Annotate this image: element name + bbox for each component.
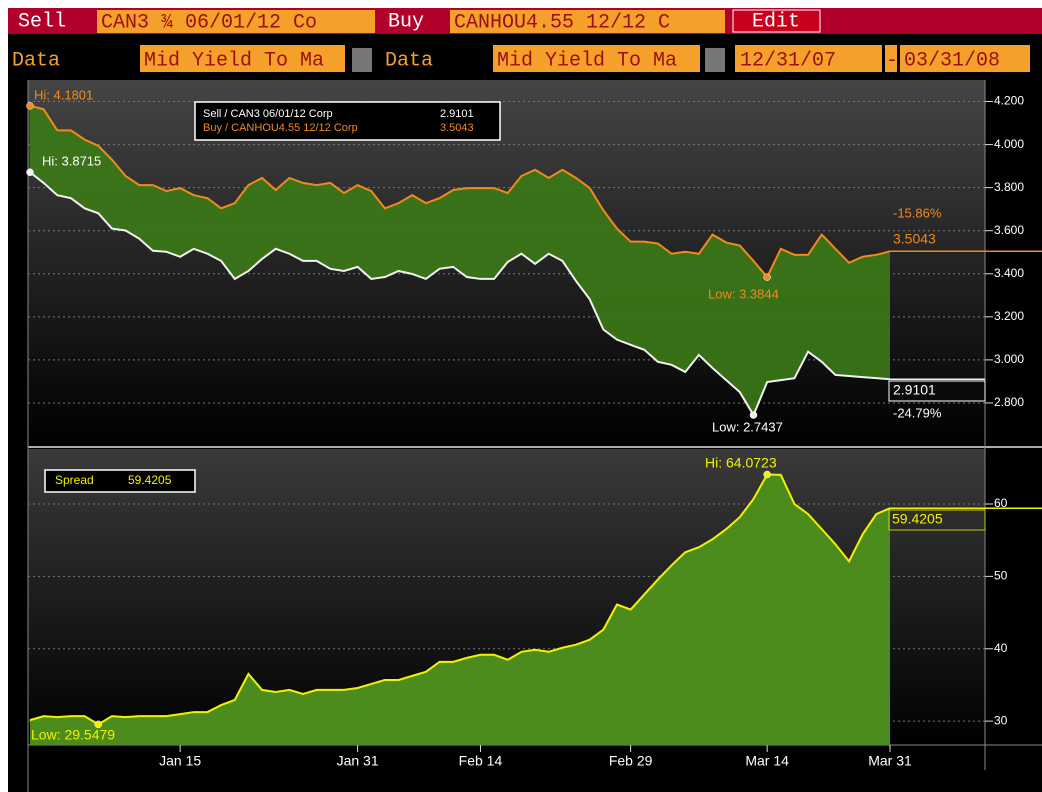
start-date[interactable] — [735, 45, 882, 72]
y-tick-label: 3.200 — [994, 309, 1024, 323]
extreme-marker — [94, 720, 103, 729]
y-tick-label: 40 — [994, 641, 1008, 655]
series-line — [29, 473, 891, 726]
x-tick-label: Mar 31 — [868, 753, 912, 769]
x-tick-label: Jan 31 — [337, 753, 379, 769]
y-tick-label: 4.000 — [994, 137, 1024, 151]
field-text1: Mid Yield To Ma — [144, 49, 324, 72]
sell-field[interactable] — [97, 10, 375, 33]
x-tick-label: Feb 14 — [459, 753, 503, 769]
y-tick-label: 2.800 — [994, 395, 1024, 409]
annotation: Low: 29.5479 — [31, 727, 115, 743]
annotation: Hi: 64.0723 — [705, 455, 777, 471]
y-tick-label: 60 — [994, 496, 1008, 510]
extreme-marker — [749, 411, 758, 419]
gray-box1 — [352, 48, 372, 72]
area-fill — [30, 474, 890, 745]
last-value-label: 59.4205 — [892, 511, 943, 527]
x-tick-label: Mar 14 — [745, 753, 789, 769]
y-tick-label: 3.800 — [994, 180, 1024, 194]
data-field1[interactable] — [140, 45, 345, 72]
sell-security: CAN3 ¾ 06/01/12 Co — [101, 11, 317, 34]
edit-label: Edit — [752, 10, 800, 33]
legend-box — [44, 469, 196, 493]
last-value-box — [888, 380, 986, 402]
extreme-marker — [26, 102, 34, 110]
buy-field[interactable] — [450, 10, 725, 33]
spread-fill — [30, 105, 890, 416]
series-line — [29, 171, 891, 418]
legend-entry: Spread — [55, 473, 94, 487]
y-tick-label: 30 — [994, 713, 1008, 727]
annotation: Hi: 4.1801 — [34, 87, 93, 102]
buy-label: Buy — [388, 10, 424, 33]
legend-entry: Buy / CANHOU4.55 12/12 Corp — [203, 122, 358, 134]
y-tick-label: 3.600 — [994, 223, 1024, 237]
sell-label: Sell — [18, 10, 66, 33]
x-tick-label: Feb 29 — [609, 753, 653, 769]
y-tick-label: 4.200 — [994, 94, 1024, 108]
legend-entry: Sell / CAN3 06/01/12 Corp — [203, 108, 333, 120]
dash-text: - — [886, 49, 898, 72]
legend-value: 59.4205 — [128, 473, 172, 487]
data-label2: Data — [385, 49, 433, 72]
end-date[interactable] — [900, 45, 1030, 72]
gray-box2 — [705, 48, 725, 72]
start-text: 12/31/07 — [740, 49, 836, 72]
legend-box — [194, 101, 501, 141]
y-tick-label: 50 — [994, 569, 1008, 583]
y-tick-label: 3.400 — [994, 266, 1024, 280]
edit-button[interactable] — [732, 9, 821, 33]
y-tick-label: 3.000 — [994, 352, 1024, 366]
buy-security: CANHOU4.55 12/12 C — [454, 11, 670, 34]
legend-value: 3.5043 — [440, 122, 474, 134]
field-text2: Mid Yield To Ma — [497, 49, 677, 72]
end-text: 03/31/08 — [904, 49, 1000, 72]
extreme-marker — [763, 273, 771, 281]
dash-box — [885, 45, 897, 72]
x-tick-label: Jan 15 — [159, 753, 201, 769]
annotation: Hi: 3.8715 — [42, 153, 101, 168]
last-value-label: 2.9101 — [893, 382, 936, 398]
annotation: -15.86% — [893, 205, 942, 220]
annotation: Low: 3.3844 — [708, 286, 779, 301]
annotation: -24.79% — [893, 405, 942, 420]
last-value-label: 3.5043 — [893, 231, 936, 247]
last-value-box — [888, 509, 986, 531]
series-line — [29, 104, 891, 279]
data-field2[interactable] — [493, 45, 700, 72]
legend-value: 2.9101 — [440, 108, 474, 120]
extreme-marker — [763, 470, 771, 479]
extreme-marker — [26, 168, 34, 177]
annotation: Low: 2.7437 — [712, 419, 783, 434]
data-label1: Data — [12, 49, 60, 72]
